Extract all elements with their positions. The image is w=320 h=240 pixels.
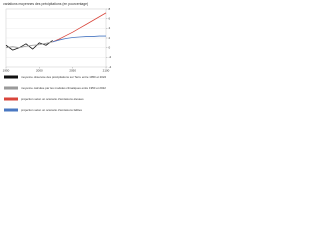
series-line xyxy=(52,35,106,43)
x-tick-label: 1950 xyxy=(3,68,10,72)
legend-swatch xyxy=(4,97,18,101)
y-tick-label: -2 xyxy=(109,55,112,59)
chart-title: variations moyennes des précipitations (… xyxy=(3,2,88,6)
legend-label: projection selon un scénario d'émissions… xyxy=(21,97,84,101)
series-line xyxy=(52,12,107,43)
y-tick-label: 4 xyxy=(109,26,111,30)
x-tick-label: 2100 xyxy=(103,68,110,72)
x-tick-label: 2050 xyxy=(69,68,76,72)
y-tick-label: 0 xyxy=(109,45,111,49)
y-tick-label: 2 xyxy=(109,36,111,40)
chart: variations moyennes des précipitations (… xyxy=(3,2,112,112)
y-tick-label: -4 xyxy=(109,65,112,69)
legend-label: moyenne observée des précipitations sur … xyxy=(21,75,107,79)
legend-swatch xyxy=(4,108,18,112)
y-tick-label: 8 xyxy=(109,7,111,11)
y-tick-label: 6 xyxy=(109,16,111,20)
series-line xyxy=(5,41,53,49)
legend-swatch xyxy=(4,75,18,79)
series-line xyxy=(5,40,53,51)
legend-swatch xyxy=(4,86,18,90)
legend-label: projection selon un scénario d'émissions… xyxy=(21,108,83,112)
x-tick-label: 2000 xyxy=(36,68,43,72)
legend-label: moyenne calculée par les modèles climati… xyxy=(21,86,106,90)
page: {"chart_data": { "type": "line", "title"… xyxy=(0,0,125,125)
